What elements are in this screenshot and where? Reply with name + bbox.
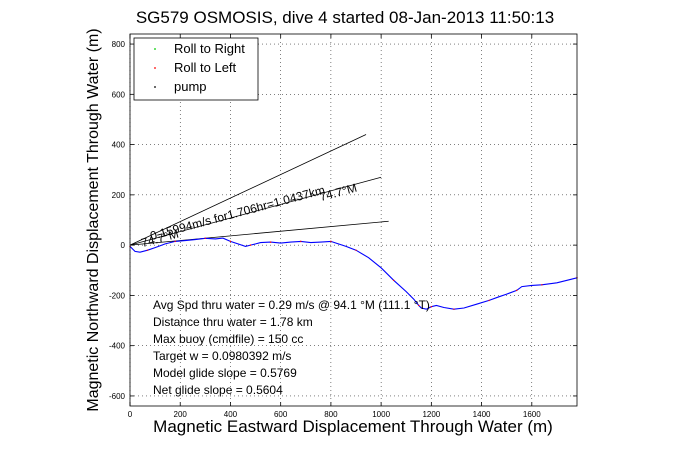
track-point bbox=[330, 240, 332, 243]
x-tick-label: 0 bbox=[128, 410, 133, 419]
legend-label: Roll to Left bbox=[174, 60, 237, 75]
stats-block: Avg Spd thru water = 0.29 m/s @ 94.1 °M … bbox=[153, 298, 430, 397]
reference-lines bbox=[129, 134, 389, 246]
track-line bbox=[129, 237, 578, 310]
x-axis-ticks: 0 200 400 600 800 1000 1200 1400 1600 bbox=[128, 34, 541, 419]
y-tick-label: 800 bbox=[112, 40, 126, 49]
legend: Roll to Right Roll to Left pump bbox=[133, 37, 259, 101]
y-tick-label: 600 bbox=[112, 90, 126, 99]
x-tick-label: 800 bbox=[324, 410, 338, 419]
x-tick-label: 400 bbox=[224, 410, 238, 419]
track-point bbox=[453, 308, 455, 310]
track-point bbox=[146, 249, 149, 251]
track-point bbox=[541, 284, 543, 286]
x-tick-label: 1000 bbox=[372, 410, 390, 419]
y-axis-ticks: -600 -400 -200 0 200 400 600 800 bbox=[109, 40, 577, 401]
y-tick-label: 400 bbox=[112, 141, 126, 150]
plot-frame bbox=[129, 33, 578, 407]
chart-title: SG579 OSMOSIS, dive 4 started 08-Jan-201… bbox=[136, 8, 554, 27]
legend-label: pump bbox=[174, 79, 207, 94]
x-tick-label: 1400 bbox=[473, 410, 491, 419]
x-tick-label: 1600 bbox=[523, 410, 541, 419]
stat-line: Net glide slope = 0.5604 bbox=[153, 383, 283, 397]
track-point bbox=[418, 304, 420, 307]
y-tick-label: -400 bbox=[109, 342, 126, 351]
stat-line: Max buoy (cmdfile) = 150 cc bbox=[153, 332, 303, 346]
track-point bbox=[249, 244, 252, 246]
legend-marker bbox=[154, 67, 156, 69]
legend-label: Roll to Right bbox=[174, 41, 245, 56]
track-point bbox=[269, 241, 272, 243]
legend-marker bbox=[154, 86, 156, 88]
y-tick-label: -200 bbox=[109, 291, 126, 300]
y-tick-label: 200 bbox=[112, 191, 126, 200]
x-tick-label: 1200 bbox=[422, 410, 440, 419]
track-point bbox=[392, 279, 395, 282]
reference-line bbox=[129, 220, 389, 246]
track-point bbox=[355, 249, 357, 251]
x-axis-label: Magnetic Eastward Displacement Through W… bbox=[153, 417, 553, 436]
track-point bbox=[488, 299, 490, 302]
track-point bbox=[516, 289, 518, 292]
reference-line bbox=[129, 134, 367, 246]
track-point bbox=[174, 240, 176, 243]
track-point bbox=[204, 237, 207, 240]
y-tick-label: 0 bbox=[121, 241, 126, 250]
track-point bbox=[300, 240, 302, 243]
reference-line bbox=[129, 176, 382, 246]
stat-line: Avg Spd thru water = 0.29 m/s @ 94.1 °M … bbox=[153, 298, 430, 312]
track-point bbox=[229, 240, 232, 243]
stat-line: Model glide slope = 0.5769 bbox=[153, 366, 297, 380]
track-point bbox=[430, 306, 433, 308]
stat-line: Distance thru water = 1.78 km bbox=[153, 315, 313, 329]
y-tick-label: -600 bbox=[109, 392, 126, 401]
legend-marker bbox=[154, 48, 156, 50]
y-axis-label: Magnetic Northward Displacement Through … bbox=[85, 28, 102, 411]
stat-line: Target w = 0.0980392 m/s bbox=[153, 349, 291, 363]
x-tick-label: 600 bbox=[274, 410, 288, 419]
x-tick-label: 200 bbox=[174, 410, 188, 419]
